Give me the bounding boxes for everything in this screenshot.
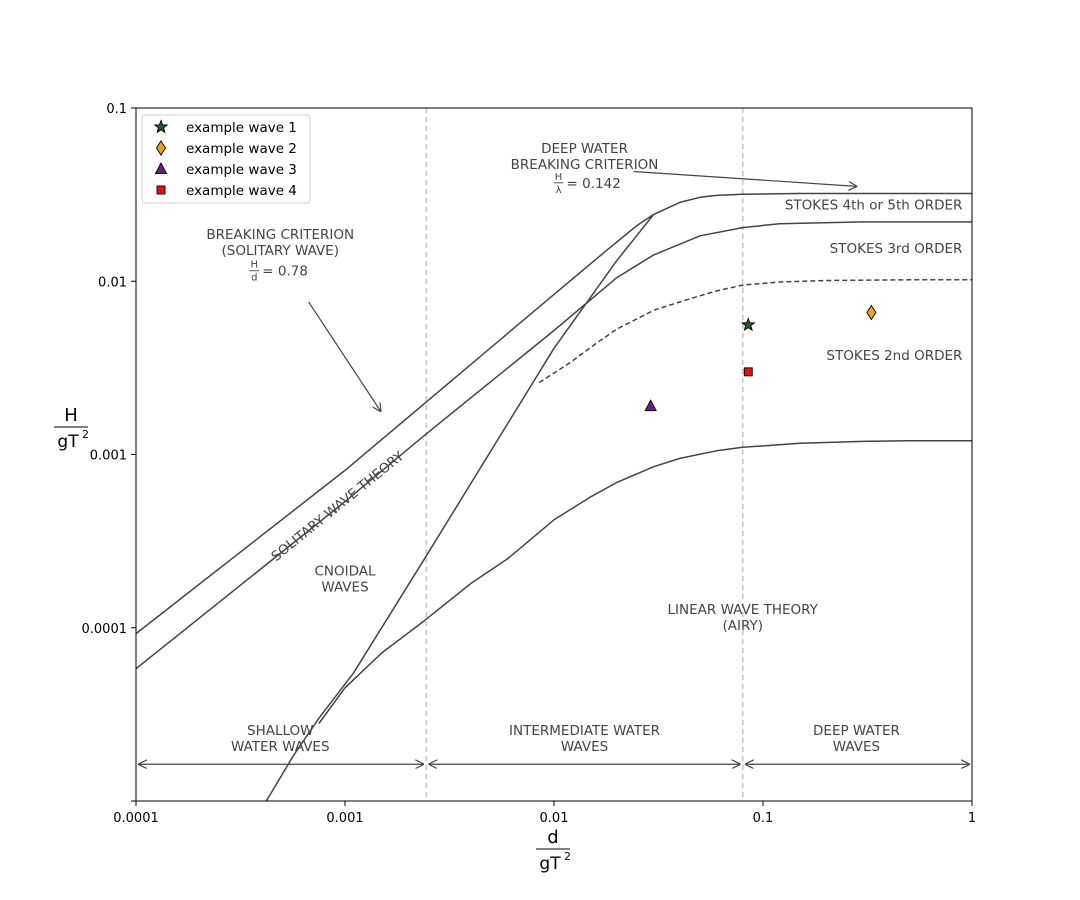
shallow-waves-label-line-1: SHALLOW (247, 723, 314, 739)
legend-label-4: example wave 4 (186, 183, 297, 199)
y-axis-title-superscript: 2 (82, 428, 89, 441)
x-axis-title-numerator: d (547, 827, 558, 848)
legend: example wave 1 example wave 2 example wave… (141, 114, 311, 204)
legend-marker-3 (154, 162, 168, 174)
x-axis-title-superscript: 2 (564, 850, 571, 863)
y-axis-title-numerator: H (64, 405, 78, 426)
deep-water-formula: Hλ = 0.142 (553, 172, 621, 196)
shallow-waves-label-line-2: WATER WAVES (231, 739, 330, 755)
y-tick-label-3: 0.001 (90, 449, 127, 464)
legend-label-2: example wave 2 (186, 141, 297, 157)
x-axis-title-denominator: gT (539, 854, 561, 874)
x-tick-label-2: 0.001 (326, 811, 363, 826)
stokes-45-label-line-1: STOKES 4th or 5th ORDER (785, 197, 963, 213)
solitary-breaking-limit (136, 192, 972, 635)
stokes-2-label-line-1: STOKES 2nd ORDER (826, 348, 962, 364)
deep-waves-label-line-1: DEEP WATER (813, 723, 900, 739)
legend-marker-2 (155, 140, 167, 156)
y-tick-label-1: 0.1 (106, 102, 127, 117)
deep-water-breaking-label-line-1: DEEP WATER (541, 141, 628, 157)
legend-marker-1 (153, 119, 169, 134)
x-tick-label-4: 0.1 (753, 811, 774, 826)
ursell-limit-line (265, 213, 655, 801)
solitary-formula-numerator: H (250, 260, 258, 271)
solitary-breaking-label-line-2: (SOLITARY WAVE) (222, 243, 339, 259)
deep-water-breaking-label-line-2: BREAKING CRITERION (511, 157, 659, 173)
x-tick-label-5: 1 (968, 811, 976, 826)
legend-marker-4 (156, 185, 166, 195)
curves-group (136, 192, 972, 801)
linear-theory-label-line-1: LINEAR WAVE THEORY (668, 602, 819, 618)
y-axis-title: HgT 2 (54, 405, 89, 452)
deep-water-formula-value: = 0.142 (567, 176, 621, 192)
data-point-star-1 (740, 317, 756, 332)
deep-water-formula-numerator: H (555, 172, 563, 183)
linear-theory-label-line-2: (AIRY) (722, 618, 763, 634)
y-tick-label-2: 0.01 (98, 275, 127, 290)
data-point-triangle-3 (644, 399, 657, 412)
data-point-diamond-2 (866, 304, 877, 321)
x-tick-label-3: 0.01 (540, 811, 569, 826)
data-point-square-4 (743, 367, 753, 377)
deep-waves-label-line-2: WAVES (833, 739, 880, 755)
legend-label-1: example wave 1 (186, 120, 297, 136)
solitary-formula: Hd = 0.78 (249, 260, 308, 284)
cnoidal-label-line-1: CNOIDAL (314, 564, 376, 580)
cnoidal-label-line-2: WAVES (321, 580, 368, 596)
y-axis-title-denominator: gT (57, 432, 79, 452)
x-tick-label-1: 0.0001 (113, 811, 159, 826)
x-axis-title: d gT 2 (536, 827, 571, 874)
linear-wave-theory-limit (318, 440, 972, 724)
solitary-wave-theory-limit (136, 221, 972, 670)
intermediate-waves-label-line-2: WAVES (561, 739, 608, 755)
solitary-formula-denominator: d (251, 273, 257, 284)
legend-box (141, 114, 311, 204)
solitary-breaking-arrow (308, 301, 381, 411)
deep-water-formula-denominator: λ (556, 185, 562, 196)
intermediate-waves-label-line-1: INTERMEDIATE WATER (509, 723, 660, 739)
solitary-breaking-label-line-1: BREAKING CRITERION (206, 227, 354, 243)
stokes-3rd-order-limit (538, 279, 972, 384)
y-tick-label-4: 0.0001 (82, 622, 128, 637)
solitary-formula-value: = 0.78 (262, 264, 308, 280)
deep-water-breaking-arrow (633, 170, 856, 187)
legend-label-3: example wave 3 (186, 162, 297, 178)
solitary-wave-theory-label: SOLITARY WAVE THEORY (268, 448, 407, 565)
stokes-3-label-line-1: STOKES 3rd ORDER (830, 241, 963, 257)
